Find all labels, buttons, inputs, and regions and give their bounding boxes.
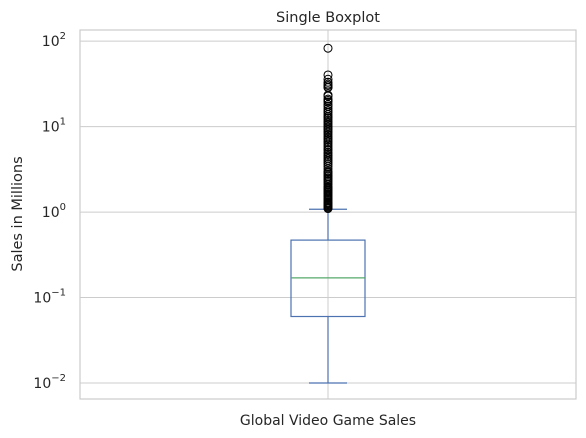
x-tick-label: Global Video Game Sales	[240, 413, 416, 429]
outlier-point	[323, 83, 333, 93]
y-tick-label: 101	[42, 117, 66, 136]
y-axis-label: Sales in Millions	[10, 156, 26, 271]
outlier-point	[323, 43, 333, 53]
y-tick-label: 102	[42, 31, 66, 50]
box-layer	[290, 208, 366, 384]
outlier-point	[323, 108, 333, 118]
outlier-point	[323, 97, 333, 107]
outlier-point	[323, 70, 333, 80]
chart-title: Single Boxplot	[276, 10, 380, 26]
y-tick-label: 10−1	[33, 288, 66, 307]
y-tick-label: 10−2	[33, 373, 66, 392]
outlier-point	[323, 204, 333, 214]
y-tick-labels: 10−2 10−1 100 101 102	[33, 31, 66, 392]
plot-frame	[79, 29, 577, 400]
outlier-point	[323, 145, 333, 155]
y-tick-label: 100	[42, 202, 66, 221]
outlier-point	[323, 162, 333, 172]
outlier-layer	[323, 43, 333, 214]
